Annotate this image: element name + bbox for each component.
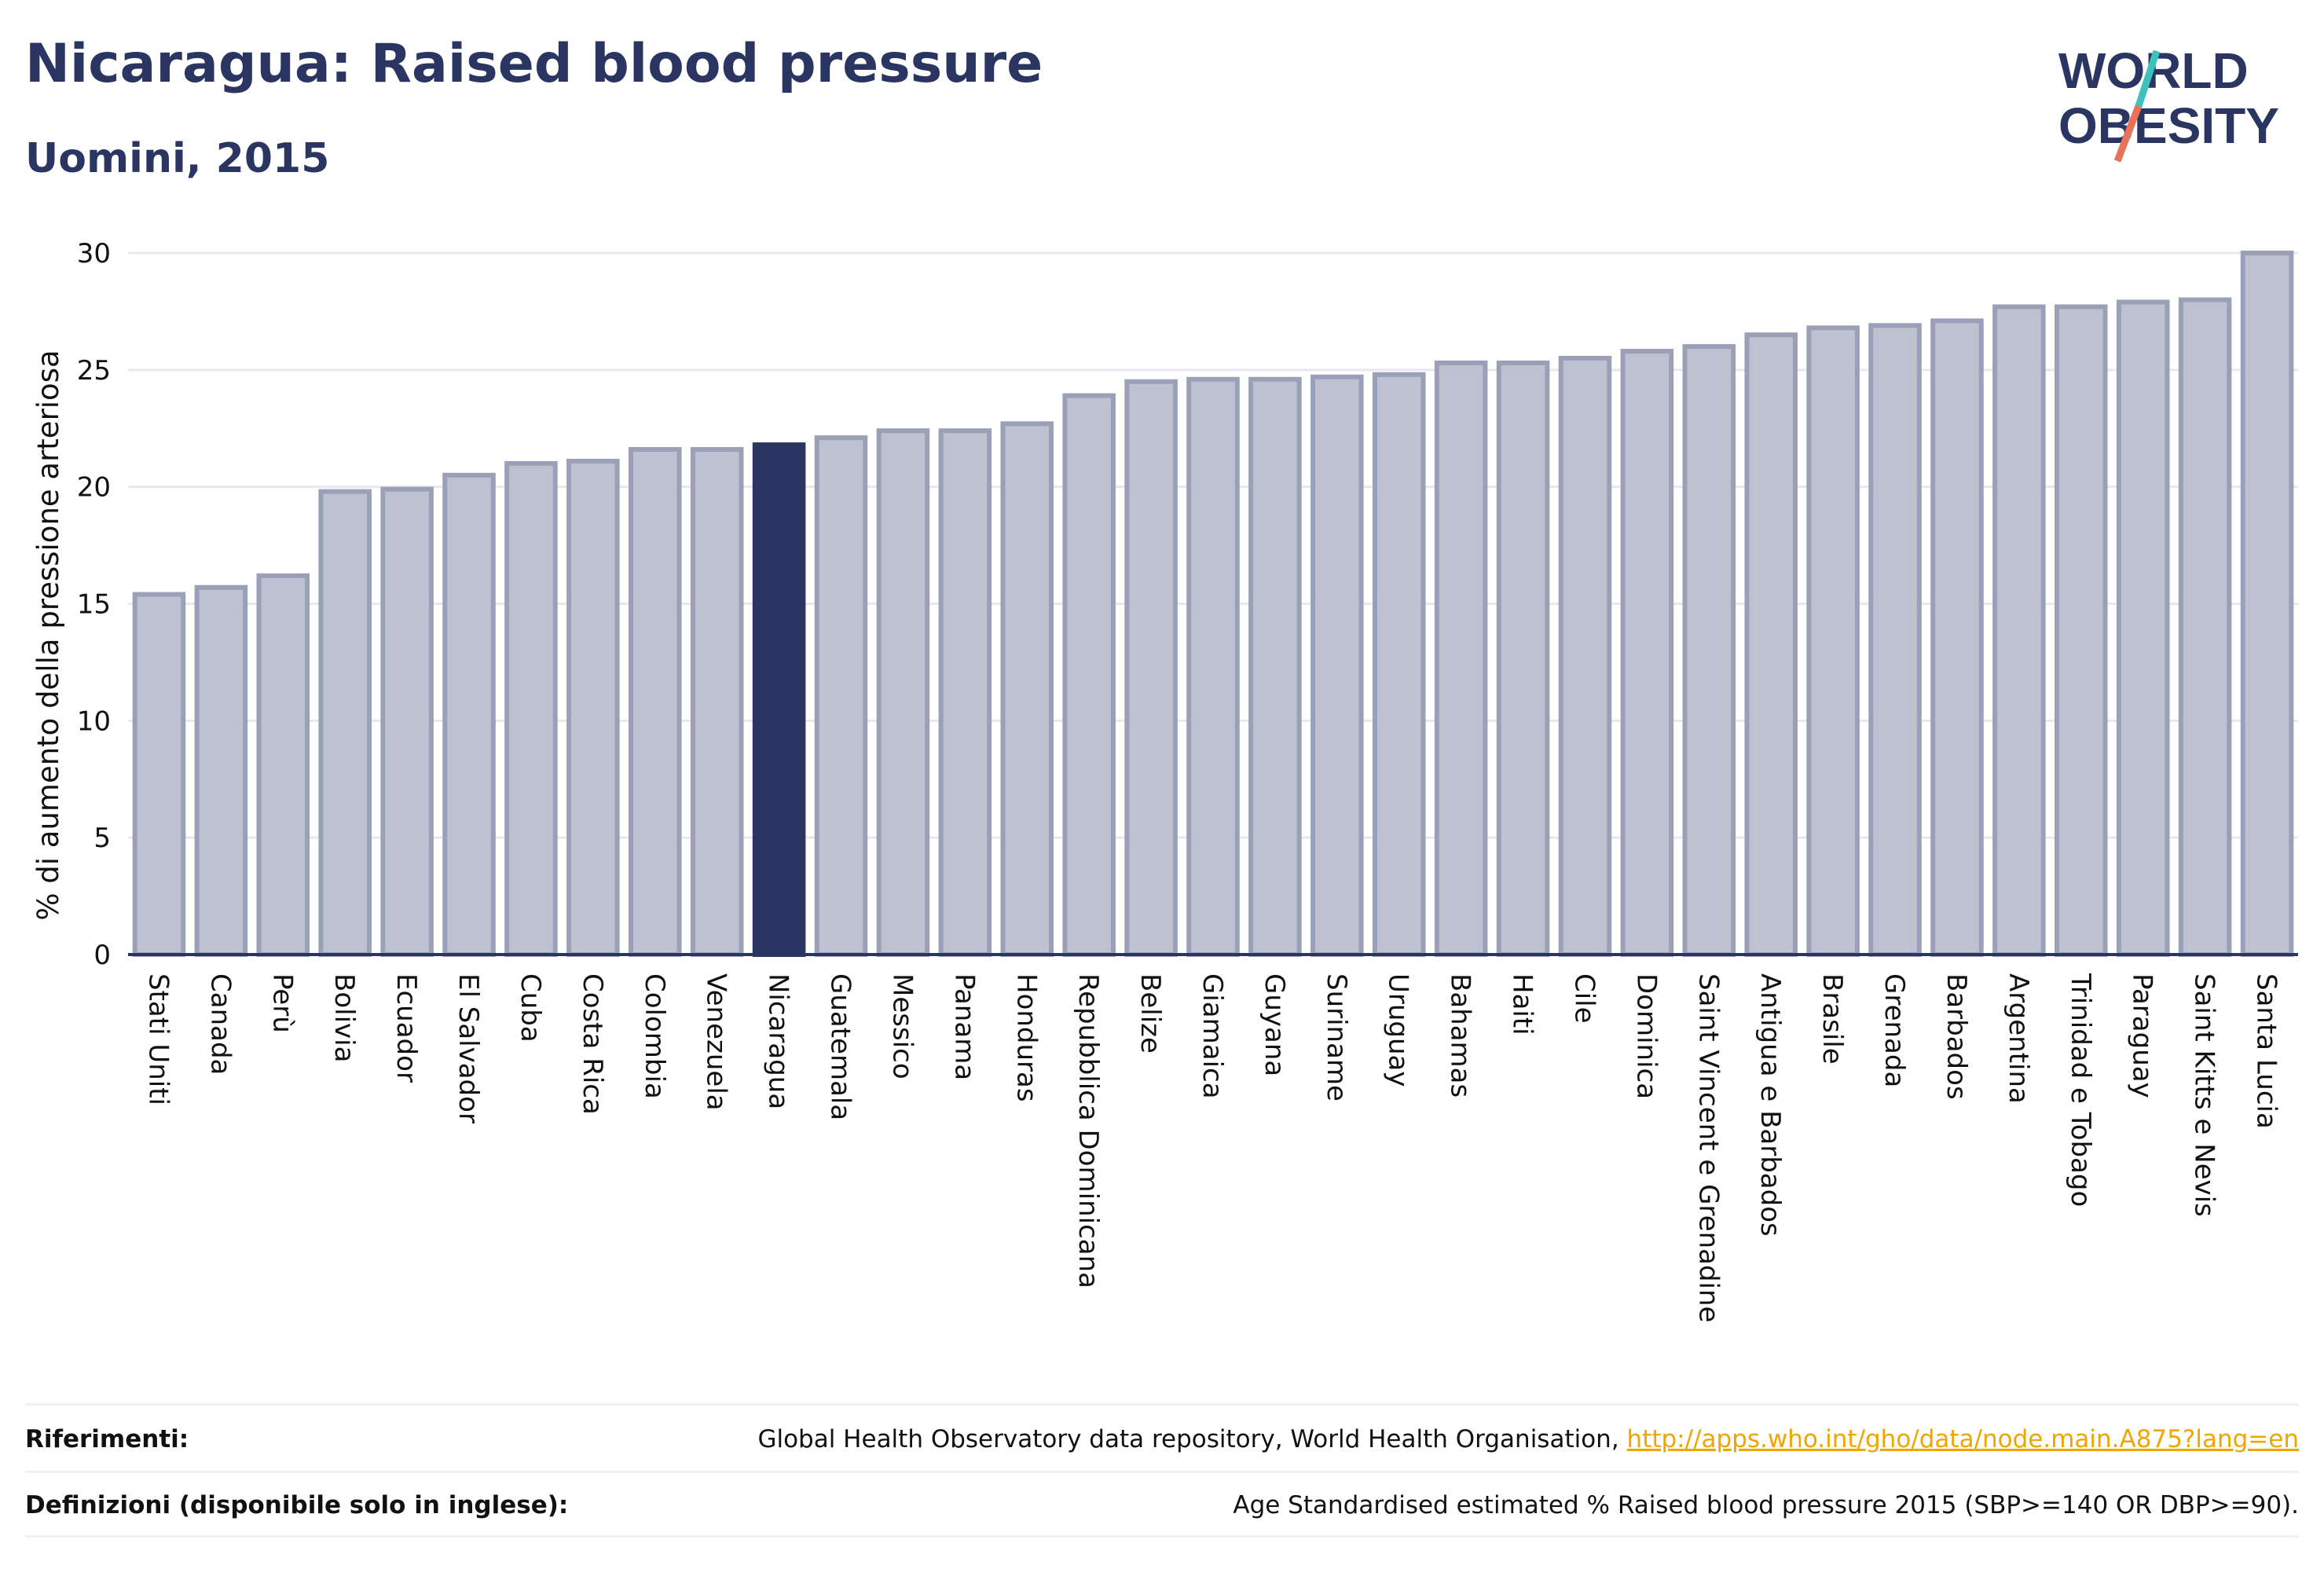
x-tick-label: Guatemala (825, 973, 856, 1120)
x-tick-label: Guyana (1259, 973, 1290, 1076)
bar (380, 486, 434, 957)
bar (1620, 349, 1674, 957)
x-tick-label: Messico (886, 973, 918, 1079)
x-tick-label: Stati Uniti (142, 973, 174, 1105)
x-tick-label: Grenada (1879, 973, 1910, 1087)
x-tick-label: Suriname (1321, 973, 1352, 1101)
x-tick-label: Cile (1568, 973, 1600, 1024)
y-tick-label: 0 (93, 940, 111, 971)
definitions-row: Definizioni (disponibile solo in inglese… (25, 1474, 2299, 1537)
x-tick-label: Bolivia (328, 973, 360, 1062)
bar (1434, 360, 1488, 957)
x-tick-label: Perù (266, 973, 298, 1033)
bar (194, 585, 248, 957)
bar (1806, 325, 1860, 957)
bar (752, 442, 806, 957)
x-tick-label: Saint Kitts e Nevis (2189, 973, 2220, 1217)
logo-slash-teal (2135, 49, 2161, 108)
x-tick-label: Cuba (515, 973, 546, 1043)
x-tick-label: Belize (1135, 973, 1166, 1054)
references-link[interactable]: http://apps.who.int/gho/data/node.main.A… (1626, 1425, 2299, 1453)
logo-line2: OBESITY (2058, 97, 2279, 154)
bar (876, 428, 930, 957)
bar (1868, 323, 1922, 957)
x-tick-label: Antigua e Barbados (1754, 973, 1786, 1237)
x-tick-label: Brasile (1816, 973, 1848, 1065)
y-tick-label: 5 (93, 823, 111, 854)
x-tick-label: Giamaica (1197, 973, 1228, 1099)
chart-title: Nicaragua: Raised blood pressure (25, 33, 1043, 95)
bar (1000, 421, 1054, 957)
bar (504, 460, 558, 957)
x-tick-label: Honduras (1010, 973, 1042, 1102)
bar (814, 435, 868, 957)
definitions-label: Definizioni (disponibile solo in inglese… (25, 1491, 569, 1519)
bar (1496, 360, 1550, 957)
bar (318, 489, 372, 957)
bar (256, 573, 310, 958)
bar (1062, 393, 1116, 957)
references-label: Riferimenti: (25, 1425, 189, 1453)
bar (1310, 374, 1364, 958)
bar-chart: 0 5 10 15 20 25 30 % di aumento della pressione… (31, 238, 2298, 1322)
x-tick-label: Paraguay (2127, 973, 2158, 1098)
bar (566, 458, 620, 957)
bar (690, 447, 744, 957)
x-tick-label: Trinidad e Tobago (2065, 973, 2096, 1207)
y-tick-label: 10 (77, 706, 111, 737)
x-tick-label: Colombia (639, 973, 670, 1099)
bar (1992, 304, 2046, 958)
footer-divider (25, 1535, 2299, 1538)
bar (1124, 379, 1178, 957)
bar (628, 447, 682, 957)
y-axis-label: % di aumento della pressione arteriosa (31, 350, 65, 920)
bar (1558, 355, 1612, 957)
y-tick-label: 20 (77, 472, 111, 504)
references-row: Riferimenti: Global Health Observatory d… (25, 1408, 2299, 1471)
bar (1248, 376, 1302, 957)
x-tick-label: Panama (948, 973, 980, 1080)
x-tick-label: Barbados (1941, 973, 1972, 1100)
x-tick-label: Venezuela (701, 973, 732, 1111)
y-tick-label: 30 (77, 238, 111, 269)
bar (1682, 344, 1736, 958)
definitions-value: Age Standardised estimated % Raised bloo… (1233, 1491, 2299, 1519)
world-obesity-logo: WORLD OBESITY (2058, 42, 2279, 163)
x-tick-label: Saint Vincent e Grenadine (1692, 973, 1724, 1322)
chart-subtitle: Uomini, 2015 (25, 135, 330, 182)
x-tick-label: Ecuador (390, 973, 422, 1083)
y-tick-label: 15 (77, 589, 111, 621)
x-tick-label: Canada (204, 973, 236, 1075)
bar (132, 592, 186, 957)
references-value: Global Health Observatory data repositor… (757, 1425, 2299, 1453)
x-tick-label: Costa Rica (577, 973, 608, 1115)
bar (1744, 332, 1798, 957)
x-tick-label: Santa Lucia (2251, 973, 2282, 1129)
y-tick-label: 25 (77, 355, 111, 387)
bar (2116, 299, 2170, 957)
x-tick-label: Bahamas (1445, 973, 1476, 1098)
bar (442, 472, 496, 957)
x-tick-label: Nicaragua (763, 973, 794, 1109)
footer-divider (25, 1471, 2299, 1473)
x-tick-label: Argentina (2003, 973, 2034, 1104)
bar (2055, 304, 2108, 958)
bar (1930, 318, 1984, 958)
x-tick-label: El Salvador (453, 973, 484, 1123)
bar (2178, 297, 2232, 957)
logo-slash-coral (2113, 104, 2143, 163)
x-tick-label: Repubblica Dominicana (1072, 973, 1104, 1288)
footer-divider (25, 1403, 2299, 1406)
footer: Riferimenti: Global Health Observatory d… (25, 1403, 2299, 1545)
references-text: Global Health Observatory data repositor… (757, 1425, 1627, 1453)
bar (938, 428, 992, 957)
x-tick-label: Uruguay (1383, 973, 1414, 1087)
bar (1186, 376, 1240, 957)
x-tick-label: Haiti (1507, 973, 1538, 1035)
bar (2240, 251, 2294, 957)
x-tick-label: Dominica (1630, 973, 1662, 1099)
bar (1372, 372, 1426, 957)
